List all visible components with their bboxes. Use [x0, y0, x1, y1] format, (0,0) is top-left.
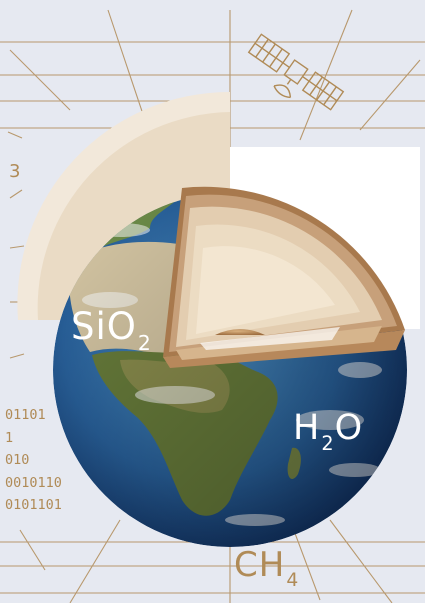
ch4-subscript: 4: [286, 570, 300, 592]
sio2-subscript: 2: [137, 331, 152, 356]
ch4-main: CH: [234, 545, 286, 585]
h2o-subscript: 2: [321, 431, 335, 455]
binary-line: 1: [5, 429, 14, 446]
h2o-h: H: [293, 408, 321, 448]
h2o-label: H2O: [293, 408, 364, 453]
cutaway-wedge: [163, 186, 405, 368]
digit-label: 3: [9, 161, 21, 182]
binary-line: 0101101: [5, 497, 62, 513]
satellite-icon: [247, 33, 345, 111]
h2o-o: O: [334, 408, 364, 448]
binary-line: 01101: [5, 407, 46, 423]
sio2-main: SiO: [71, 305, 137, 348]
binary-line: 0010110: [5, 474, 62, 491]
binary-line: 010: [5, 452, 30, 468]
ch4-label: CH4: [234, 545, 299, 590]
binary-code: 01101 1 010 0010110 0101101: [5, 404, 62, 517]
sio2-label: SiO2: [71, 305, 152, 353]
